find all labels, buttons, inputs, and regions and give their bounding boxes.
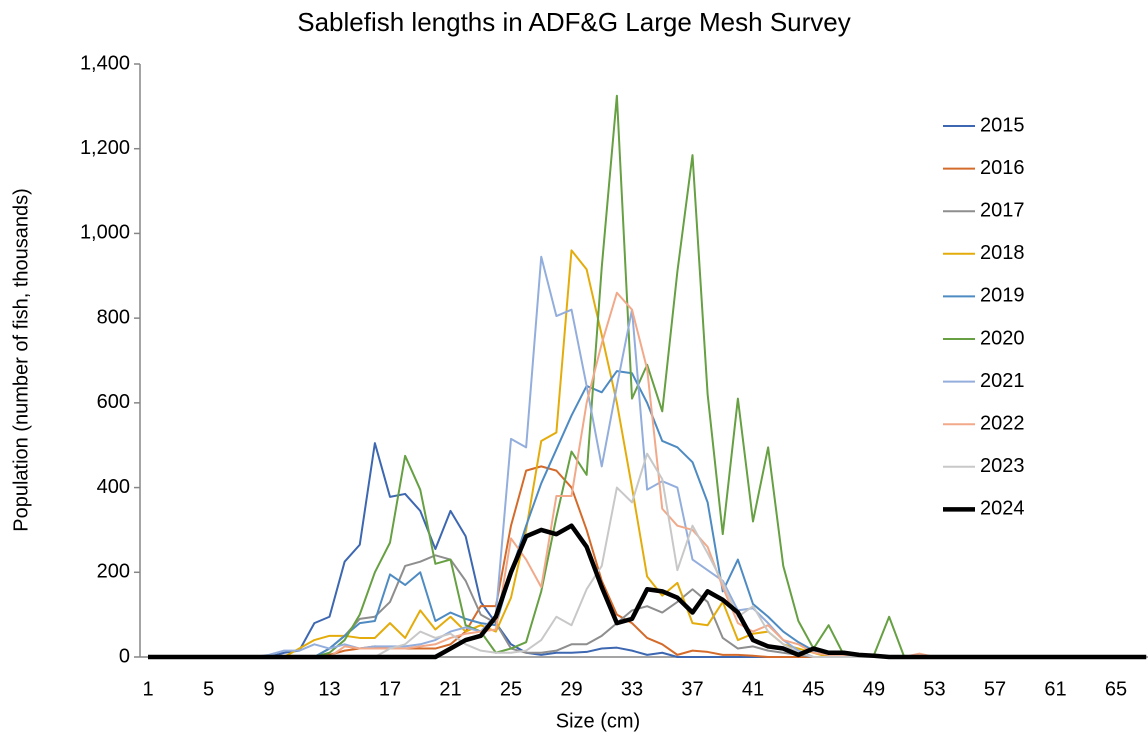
y-tick-label: 400 [97, 476, 130, 498]
x-tick-label: 29 [560, 678, 582, 700]
legend-label: 2020 [980, 327, 1025, 349]
series-line [148, 523, 1147, 660]
x-axis-label: Size (cm) [556, 710, 640, 732]
y-tick-label: 200 [97, 561, 130, 583]
x-tick-label: 9 [263, 678, 274, 700]
y-tick-label: 600 [97, 391, 130, 413]
y-tick-label: 1,400 [80, 52, 130, 74]
chart-title: Sablefish lengths in ADF&G Large Mesh Su… [297, 7, 851, 37]
x-tick-label: 45 [802, 678, 824, 700]
y-tick-label: 800 [97, 306, 130, 328]
x-tick-label: 33 [621, 678, 643, 700]
x-tick-label: 49 [863, 678, 885, 700]
legend-label: 2023 [980, 455, 1025, 477]
series-line [148, 465, 1147, 658]
x-tick-label: 61 [1044, 678, 1066, 700]
y-tick-label: 0 [119, 645, 130, 667]
legend-label: 2017 [980, 199, 1025, 221]
legend-label: 2016 [980, 157, 1025, 179]
x-tick-label: 1 [142, 678, 153, 700]
x-tick-label: 53 [923, 678, 945, 700]
legend-label: 2024 [980, 498, 1025, 520]
x-tick-label: 57 [984, 678, 1006, 700]
legend-label: 2021 [980, 370, 1025, 392]
legend-label: 2015 [980, 114, 1025, 136]
y-axis-label: Population (number of fish, thousands) [10, 188, 32, 532]
x-tick-label: 65 [1105, 678, 1127, 700]
legend-label: 2018 [980, 242, 1025, 264]
x-tick-label: 17 [379, 678, 401, 700]
x-tick-label: 13 [318, 678, 340, 700]
y-tick-label: 1,000 [80, 222, 130, 244]
x-tick-label: 25 [500, 678, 522, 700]
x-tick-label: 21 [439, 678, 461, 700]
legend-label: 2022 [980, 412, 1025, 434]
x-tick-label: 37 [681, 678, 703, 700]
legend-label: 2019 [980, 285, 1025, 307]
x-tick-label: 5 [203, 678, 214, 700]
x-tick-label: 41 [742, 678, 764, 700]
y-tick-label: 1,200 [80, 137, 130, 159]
